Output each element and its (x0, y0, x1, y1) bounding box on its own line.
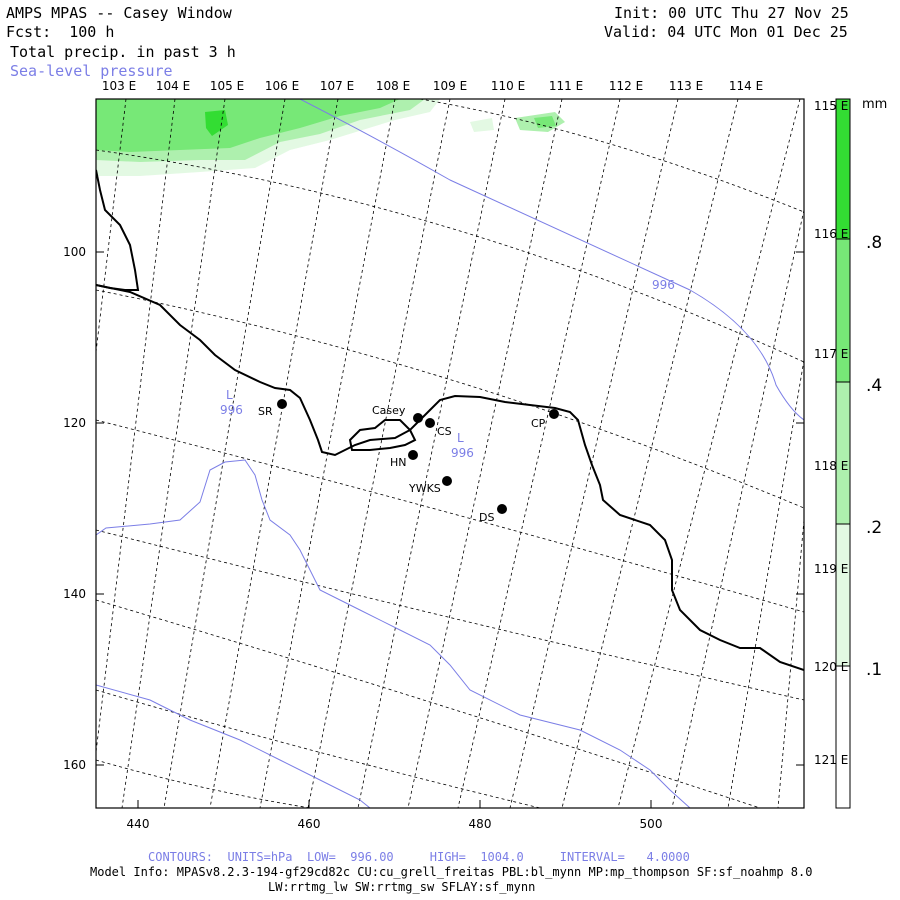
station-dot-hn (408, 450, 418, 460)
plot-frame (95, 98, 805, 809)
station-label-ds: DS (479, 511, 494, 524)
y-tick-label: 160 (63, 758, 86, 772)
lon-label: 104 E (156, 79, 190, 93)
lon-label: 120 E (814, 660, 848, 674)
pressure-contours (96, 99, 804, 808)
colorbar-unit: mm (862, 97, 887, 112)
station-label-cs: CS (437, 425, 452, 438)
x-tick-label: 440 (127, 817, 150, 831)
station-dot-casey (413, 413, 423, 423)
axis-ticks (96, 251, 804, 808)
lon-label: 116 E (814, 227, 848, 241)
station-dot-cs (425, 418, 435, 428)
valid-time: Valid: 04 UTC Mon 01 Dec 25 (604, 23, 848, 41)
x-tick-label: 500 (640, 817, 663, 831)
y-tick-label: 100 (63, 245, 86, 259)
lon-label: 112 E (609, 79, 643, 93)
colorbar-segment (836, 239, 850, 382)
lon-label: 111 E (549, 79, 583, 93)
colorbar-segment (836, 382, 850, 524)
station-label-casey: Casey (372, 404, 406, 417)
colorbar-label: .4 (866, 376, 882, 396)
low-symbol-west: L (226, 388, 233, 402)
colorbar-segment (836, 666, 850, 808)
colorbar-label: .2 (866, 518, 882, 538)
lon-label: 109 E (433, 79, 467, 93)
field-name: Total precip. in past 3 h (10, 43, 236, 61)
colorbar-labels: mm .8 .4 .2 .1 (862, 97, 887, 680)
x-tick-labels: 440 460 480 500 (127, 817, 663, 831)
pressure-value-center: 996 (451, 446, 474, 460)
pressure-labels: L 996 L 996 996 (220, 278, 675, 460)
lon-label: 118 E (814, 459, 848, 473)
station-dot-ds (497, 504, 507, 514)
forecast-hour: Fcst: 100 h (6, 23, 115, 41)
colorbar-segment (836, 524, 850, 666)
x-tick-label: 460 (298, 817, 321, 831)
graticule (96, 99, 804, 808)
station-dot-ywks (442, 476, 452, 486)
pressure-value-west: 996 (220, 403, 243, 417)
y-tick-label: 120 (63, 416, 86, 430)
colorbar-label: .8 (866, 233, 882, 253)
model-info: Model Info: MPASv8.2.3-194-gf29cd82c CU:… (90, 865, 813, 879)
colorbar-segment (836, 99, 850, 239)
lon-label: 121 E (814, 753, 848, 767)
station-dot-sr (277, 399, 287, 409)
longitude-labels-top: 103 E 104 E 105 E 106 E 107 E 108 E 109 … (102, 79, 763, 93)
station-dot-cp (549, 409, 559, 419)
station-labels: SR Casey CS HN YWKS DS CP (258, 404, 546, 524)
lon-label: 110 E (491, 79, 525, 93)
lon-label: 107 E (320, 79, 354, 93)
colorbar (835, 98, 851, 809)
low-symbol-center: L (457, 431, 464, 445)
station-markers (277, 399, 559, 514)
station-label-hn: HN (390, 456, 407, 469)
lon-label: 108 E (376, 79, 410, 93)
y-tick-labels: 100 120 140 160 (63, 245, 86, 772)
lon-label: 106 E (265, 79, 299, 93)
colorbar-label: .1 (866, 660, 882, 680)
longitude-labels-right: 115 E 116 E 117 E 118 E 119 E 120 E 121 … (814, 99, 848, 767)
x-tick-label: 480 (469, 817, 492, 831)
station-label-cp: CP (531, 417, 546, 430)
contour-info: CONTOURS: UNITS=hPa LOW= 996.00 HIGH= 10… (148, 850, 690, 864)
station-label-sr: SR (258, 405, 273, 418)
lon-label: 105 E (210, 79, 244, 93)
precip-shading (96, 99, 565, 176)
model-title: AMPS MPAS -- Casey Window (6, 4, 232, 22)
y-tick-label: 140 (63, 587, 86, 601)
model-info-line2: LW:rrtmg_lw SW:rrtmg_sw SFLAY:sf_mynn (268, 880, 536, 894)
lon-label: 114 E (729, 79, 763, 93)
lon-label: 103 E (102, 79, 136, 93)
pressure-value-east: 996 (652, 278, 675, 292)
lon-label: 117 E (814, 347, 848, 361)
coastline (96, 169, 804, 671)
lon-label: 113 E (669, 79, 703, 93)
station-label-ywks: YWKS (408, 482, 441, 495)
lon-label: 115 E (814, 99, 848, 113)
lon-label: 119 E (814, 562, 848, 576)
init-time: Init: 00 UTC Thu 27 Nov 25 (614, 4, 849, 22)
overlay-name: Sea-level pressure (10, 62, 173, 80)
